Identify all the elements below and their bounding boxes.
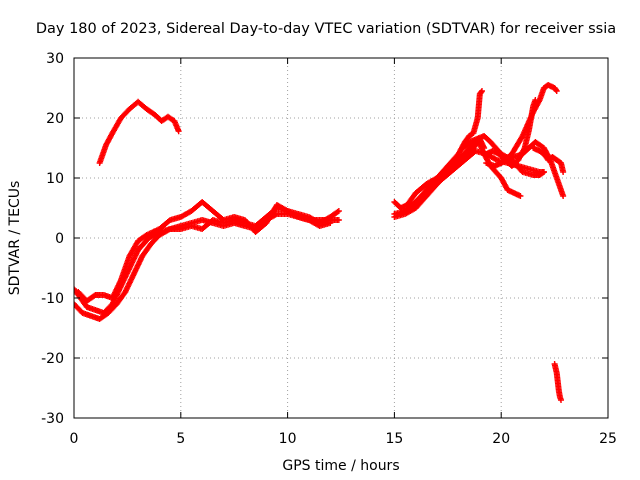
data-point [175, 128, 182, 135]
data-point [334, 208, 341, 215]
data-point [539, 169, 546, 176]
x-tick-label: 5 [176, 431, 185, 447]
x-tick-label: 15 [385, 431, 403, 447]
series-arc-a [96, 98, 182, 166]
data-point [335, 208, 342, 214]
data-point [532, 97, 539, 103]
y-tick-label: 30 [46, 51, 64, 67]
grid [74, 58, 608, 418]
data-point [478, 88, 485, 94]
series-arc-n [551, 361, 565, 403]
series-arc-j [483, 82, 560, 169]
data-point [335, 217, 342, 223]
y-axis-title: SDTVAR / TECUs [7, 181, 23, 296]
y-tick-label: 10 [46, 171, 64, 187]
y-tick-label: -10 [41, 291, 64, 307]
data-point [560, 169, 567, 175]
chart-title: Day 180 of 2023, Sidereal Day-to-day VTE… [36, 21, 616, 37]
series-arc-m [498, 139, 567, 199]
data-point [560, 193, 567, 199]
data-point [553, 87, 560, 93]
series-arc-d [75, 199, 334, 304]
data-point [517, 193, 524, 199]
data-point [558, 397, 565, 403]
x-tick-label: 0 [70, 431, 79, 447]
data-point [478, 89, 485, 95]
data-point [540, 169, 547, 175]
y-tick-label: 20 [46, 111, 64, 127]
y-tick-label: -20 [41, 351, 64, 367]
data-point [553, 88, 560, 94]
x-axis: 0 5 10 15 20 25 [70, 58, 617, 447]
x-tick-label: 25 [599, 431, 617, 447]
plot-area [74, 82, 567, 403]
y-tick-label: -30 [41, 411, 64, 427]
x-axis-title: GPS time / hours [282, 458, 399, 474]
y-tick-label: 0 [55, 231, 64, 247]
data-point [327, 220, 334, 226]
x-tick-label: 10 [279, 431, 297, 447]
y-axis: -30 -20 -10 0 10 20 30 [41, 51, 608, 427]
x-tick-label: 20 [492, 431, 510, 447]
